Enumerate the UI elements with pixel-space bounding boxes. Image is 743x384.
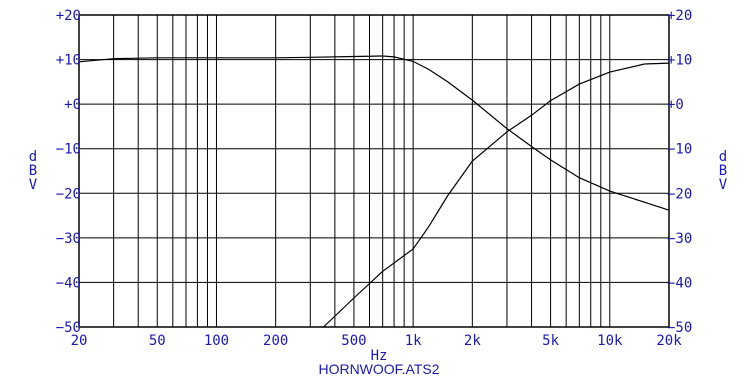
y-tick-label-right: +0 xyxy=(667,97,684,113)
y-tick-label-left: +0 xyxy=(64,97,81,113)
y-tick-label-left: −40 xyxy=(56,275,81,291)
x-tick-label: 1k xyxy=(405,333,422,349)
plot-frame xyxy=(79,15,669,327)
y-tick-label-right: −50 xyxy=(667,320,692,336)
y-axis-label-left: dBV xyxy=(29,149,38,193)
y-axis-label-right: dBV xyxy=(719,149,728,193)
x-tick-label: 10k xyxy=(597,333,623,349)
y-tick-label-right: +10 xyxy=(667,53,692,69)
x-tick-label: 500 xyxy=(341,333,366,349)
y-axis-label-letter: V xyxy=(719,177,728,193)
series-line-2 xyxy=(324,63,670,327)
x-tick-label: 200 xyxy=(263,333,288,349)
chart-subtitle: HORNWOOF.ATS2 xyxy=(318,361,439,377)
y-tick-label-left: +10 xyxy=(56,53,81,69)
y-tick-label-right: −10 xyxy=(667,142,692,158)
y-tick-label-right: −20 xyxy=(667,186,692,202)
x-tick-label: 5k xyxy=(542,333,559,349)
y-tick-label-right: −30 xyxy=(667,231,692,247)
series-layer xyxy=(79,56,669,327)
x-tick-labels: 20 50 100 200 500 1k 2k 5k 10k 20k xyxy=(71,333,683,349)
y-tick-labels: +20 +20 +10 +10 +0 +0 −10 −10 −20 −20 −30 −30 −40 −40… xyxy=(56,8,693,336)
x-tick-label: 50 xyxy=(149,333,166,349)
y-tick-label-left: −10 xyxy=(56,142,81,158)
series-line-1 xyxy=(79,56,669,210)
y-tick-label-right: +20 xyxy=(667,8,692,24)
y-tick-label-left: +20 xyxy=(56,8,81,24)
y-tick-label-left: −50 xyxy=(56,320,81,336)
x-tick-label: 2k xyxy=(464,333,481,349)
grid xyxy=(79,15,669,327)
y-axis-label-letter: V xyxy=(29,177,38,193)
y-tick-label-left: −20 xyxy=(56,186,81,202)
x-tick-label: 100 xyxy=(204,333,229,349)
y-tick-label-right: −40 xyxy=(667,275,692,291)
y-tick-label-left: −30 xyxy=(56,231,81,247)
